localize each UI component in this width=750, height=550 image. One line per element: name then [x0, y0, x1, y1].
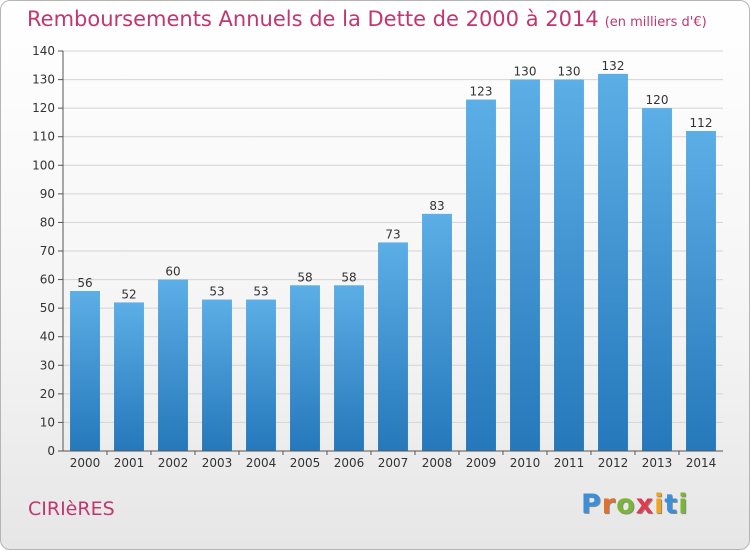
data-label-2012: 132 — [602, 59, 625, 73]
logo-letter: i — [678, 489, 689, 520]
bar-2000 — [70, 291, 100, 451]
data-label-2000: 56 — [77, 276, 92, 290]
unit-label: (en milliers d'€) — [604, 15, 707, 30]
bar-2011 — [554, 79, 584, 452]
data-label-2005: 58 — [297, 270, 312, 284]
bar-2005 — [290, 285, 320, 451]
x-axis-ticks: 2000 2001 2002 2003 2004 2005 2006 2007 2008 2009… — [70, 451, 717, 470]
data-label-2003: 53 — [209, 285, 224, 299]
y-tick-label-120: 120 — [32, 101, 55, 115]
y-tick-label-20: 20 — [40, 387, 55, 401]
logo-letter: x — [635, 489, 655, 520]
data-label-2011: 130 — [558, 65, 581, 79]
data-label-2014: 112 — [690, 116, 713, 130]
data-label-2004: 53 — [253, 285, 268, 299]
y-tick-label-100: 100 — [32, 158, 55, 172]
data-label-2013: 120 — [646, 93, 669, 107]
bar-2010 — [510, 79, 540, 452]
x-tick-label-2014: 2014 — [686, 456, 717, 470]
data-label-2009: 123 — [470, 85, 493, 99]
data-label-2001: 52 — [121, 287, 136, 301]
x-tick-label-2001: 2001 — [114, 456, 145, 470]
y-tick-label-60: 60 — [40, 273, 55, 287]
x-tick-label-2004: 2004 — [246, 456, 277, 470]
bar-2004 — [246, 299, 276, 451]
y-tick-label-140: 140 — [32, 44, 55, 58]
bar-2007 — [378, 242, 408, 451]
data-label-2010: 130 — [514, 65, 537, 79]
title-text: Remboursements Annuels de la Dette de 20… — [27, 7, 599, 31]
logo-letter: t — [664, 489, 679, 520]
y-tick-label-30: 30 — [40, 358, 55, 372]
place-name: CIRIèRES — [28, 498, 115, 520]
logo-letter: i — [654, 489, 665, 520]
bar-2013 — [642, 108, 672, 452]
x-tick-label-2013: 2013 — [642, 456, 673, 470]
x-tick-label-2007: 2007 — [378, 456, 409, 470]
x-tick-label-2003: 2003 — [202, 456, 233, 470]
y-tick-label-90: 90 — [40, 187, 55, 201]
x-tick-label-2010: 2010 — [510, 456, 541, 470]
y-tick-label-50: 50 — [40, 301, 55, 315]
bar-2003 — [202, 299, 232, 451]
logo-letter: r — [601, 489, 617, 520]
axes — [62, 51, 723, 452]
x-tick-label-2006: 2006 — [334, 456, 365, 470]
data-labels: 56 52 60 53 53 58 58 73 83 123 130 130 132 120 112 — [77, 59, 712, 302]
x-tick-label-2005: 2005 — [290, 456, 321, 470]
y-axis-ticks: 0 10 20 30 40 50 60 70 80 90 100 110 120 130 140 — [32, 44, 63, 458]
chart-title: Remboursements Annuels de la Dette de 20… — [27, 7, 707, 31]
y-tick-label-80: 80 — [40, 215, 55, 229]
bar-2009 — [466, 99, 496, 452]
x-tick-label-2012: 2012 — [598, 456, 629, 470]
data-label-2006: 58 — [341, 270, 356, 284]
x-tick-label-2000: 2000 — [70, 456, 101, 470]
bar-2014 — [686, 131, 716, 451]
proxiti-logo: Proxiti — [581, 489, 689, 520]
y-tick-label-130: 130 — [32, 73, 55, 87]
bar-2001 — [114, 302, 144, 451]
y-tick-label-70: 70 — [40, 244, 55, 258]
y-tick-label-110: 110 — [32, 130, 55, 144]
bar-2002 — [158, 279, 188, 451]
y-tick-label-40: 40 — [40, 330, 55, 344]
x-tick-label-2011: 2011 — [554, 456, 585, 470]
y-tick-label-0: 0 — [47, 444, 55, 458]
logo-letter: P — [581, 489, 602, 520]
bars — [70, 73, 716, 452]
bar-2008 — [422, 213, 452, 451]
data-label-2002: 60 — [165, 265, 180, 279]
bar-2012 — [598, 73, 628, 451]
y-tick-label-10: 10 — [40, 415, 55, 429]
data-label-2008: 83 — [429, 199, 444, 213]
x-tick-label-2002: 2002 — [158, 456, 189, 470]
bar-2006 — [334, 285, 364, 451]
data-label-2007: 73 — [385, 227, 400, 241]
logo-letter: o — [616, 489, 636, 520]
x-tick-label-2009: 2009 — [466, 456, 497, 470]
x-tick-label-2008: 2008 — [422, 456, 453, 470]
